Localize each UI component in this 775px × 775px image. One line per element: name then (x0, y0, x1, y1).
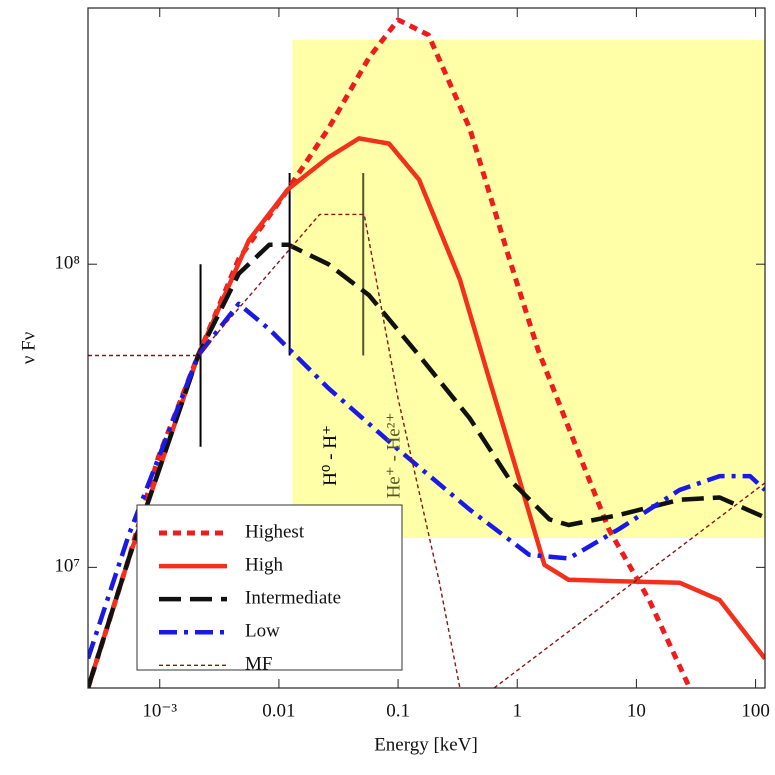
y-tick-label: 10⁷ (54, 556, 80, 577)
line-label: He⁺ - He²⁺ (384, 413, 405, 499)
legend-label: High (245, 554, 284, 575)
plot-area (88, 17, 765, 688)
series-line (88, 213, 765, 688)
series-line (88, 136, 765, 688)
legend-label: Low (245, 621, 280, 642)
x-tick-label: 100 (741, 700, 770, 721)
series-line (88, 301, 765, 660)
legend-label: Highest (245, 521, 305, 542)
y-axis-label: ν Fν (18, 331, 39, 364)
x-tick-label: 10⁻³ (142, 700, 177, 721)
legend-box (136, 504, 403, 671)
line-label: H⁰ - H⁺ (320, 425, 341, 486)
legend-label: MF (245, 654, 272, 675)
x-tick-label: 0.01 (262, 700, 295, 721)
plot-frame (87, 7, 766, 689)
x-tick-label: 10 (627, 700, 646, 721)
shaded-region (292, 39, 765, 538)
x-axis-label: Energy [keV] (374, 734, 478, 755)
y-tick-label: 10⁸ (54, 253, 80, 274)
series-line (88, 242, 765, 688)
legend-label: Intermediate (245, 588, 341, 609)
x-tick-label: 1 (512, 700, 522, 721)
x-tick-label: 0.1 (386, 700, 410, 721)
